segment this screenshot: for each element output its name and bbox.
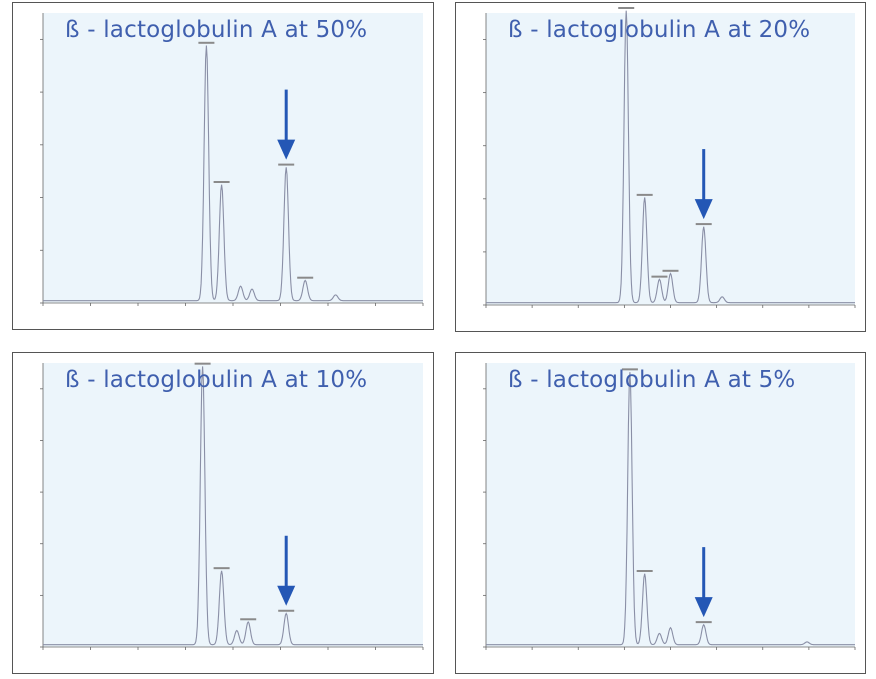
peak-label [213,567,230,570]
plot-area [43,13,423,303]
chart-panel-20: ß - lactoglobulin A at 20% [455,2,866,332]
plot-area [486,13,855,305]
peak-label [695,223,712,226]
chart-panel-5: ß - lactoglobulin A at 5% [455,352,866,674]
peak-label [636,570,653,572]
chart-title-20: ß - lactoglobulin A at 20% [508,17,811,43]
arrow-head-icon [694,199,713,220]
plot-area [486,363,855,647]
chart-svg-10 [40,362,424,650]
peak-label [194,362,211,365]
peak-label [695,621,712,624]
spectrum-trace [43,45,423,302]
chart-panel-50: ß - lactoglobulin A at 50% [12,2,434,330]
peak-label [213,181,230,183]
peak-label [278,163,295,166]
chart-svg-20 [483,7,856,308]
peak-label [618,7,635,9]
chart-svg-50 [40,13,424,306]
peak-label [297,276,314,279]
spectrum-trace [486,10,855,304]
peak-label [621,368,638,371]
peak-label [651,275,668,278]
spectrum-trace [486,372,855,646]
spectrum-trace [43,366,423,646]
chart-title-5: ß - lactoglobulin A at 5% [508,367,796,393]
chart-svg-5 [483,363,856,650]
plot-area [43,363,423,647]
arrow-head-icon [277,585,296,606]
peak-label [278,609,295,612]
chart-title-10: ß - lactoglobulin A at 10% [65,367,368,393]
arrow-head-icon [694,597,713,618]
peak-label [198,41,215,44]
chart-title-50: ß - lactoglobulin A at 50% [65,17,368,43]
peak-label [240,618,257,621]
arrow-head-icon [277,139,296,160]
peak-label [636,193,653,196]
peak-label [662,269,679,272]
chart-panel-10: ß - lactoglobulin A at 10% [12,352,434,674]
